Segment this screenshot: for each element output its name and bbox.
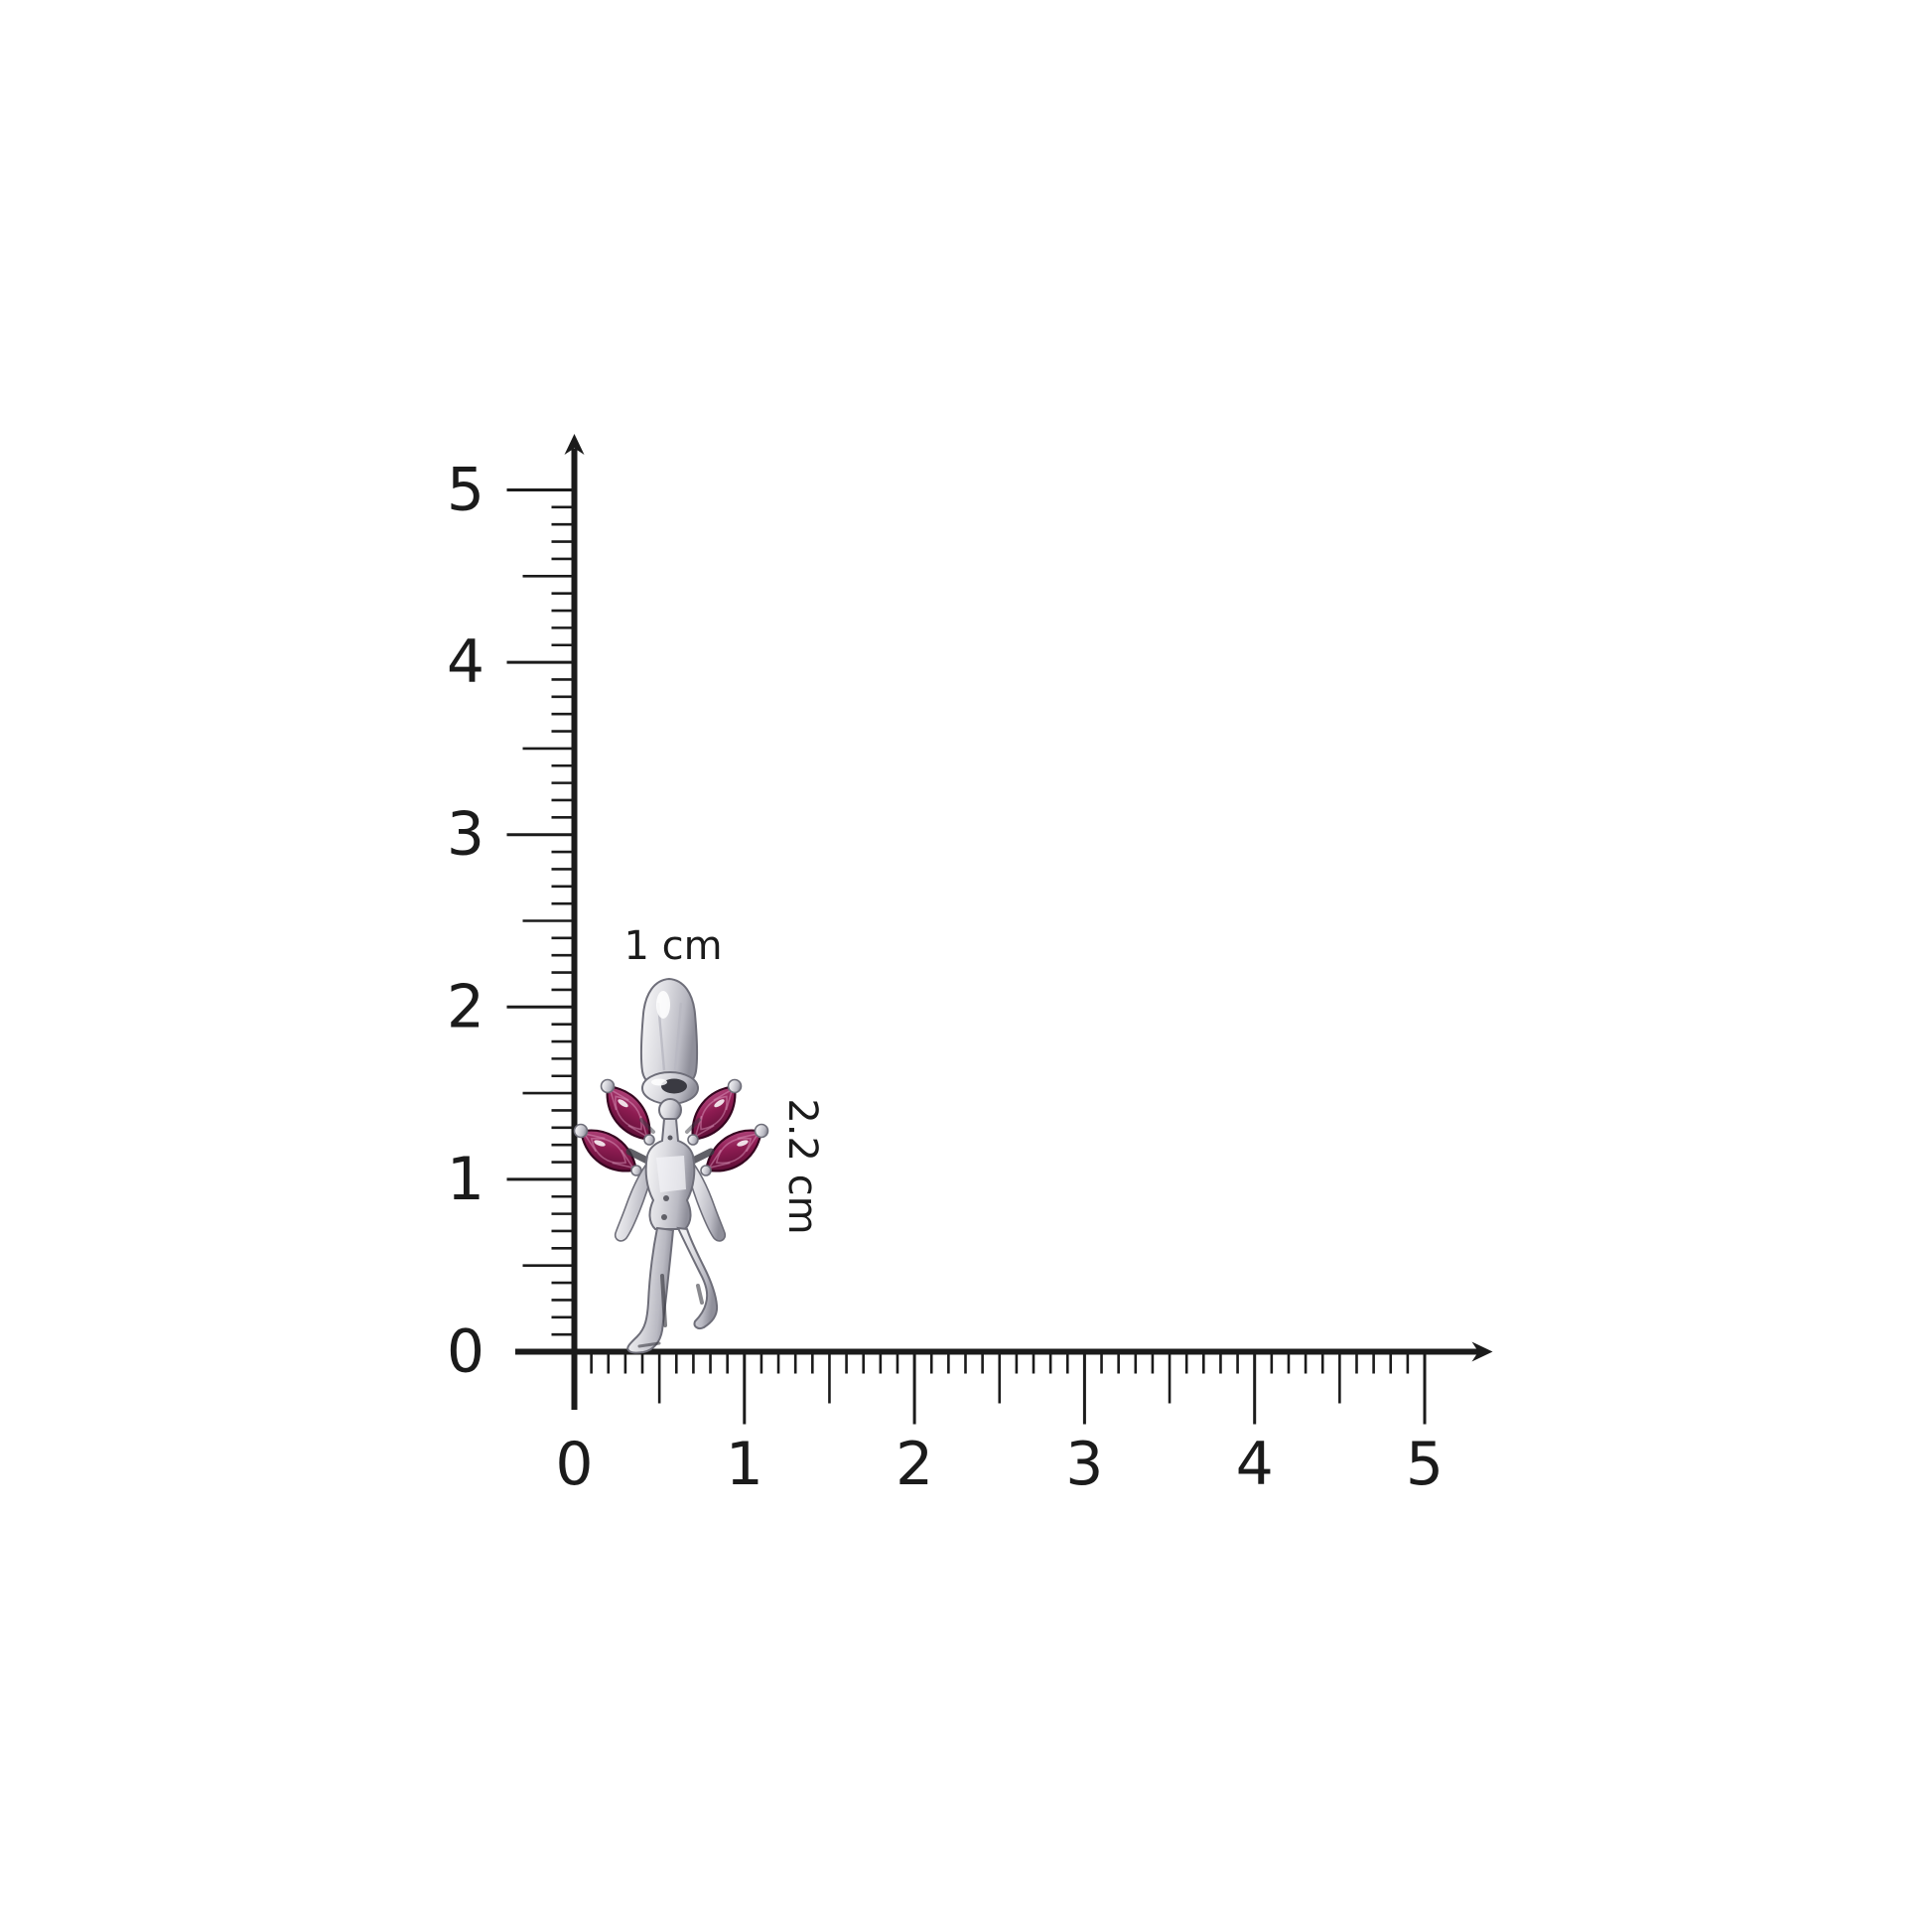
- x-axis: 0 1 2 3 4 5: [515, 1341, 1493, 1499]
- y-axis-label: 5: [447, 456, 484, 525]
- y-axis-label: 0: [447, 1317, 484, 1387]
- x-axis-label: 0: [555, 1430, 593, 1499]
- ruby-stone-lower-left: [571, 1118, 646, 1183]
- x-axis-label: 3: [1065, 1430, 1103, 1499]
- x-axis-label: 2: [896, 1430, 933, 1499]
- y-axis-ticks: [506, 488, 575, 1336]
- y-axis-label: 2: [447, 972, 484, 1041]
- fairy-torso: [644, 1118, 696, 1230]
- x-axis-labels: 0 1 2 3 4 5: [555, 1430, 1444, 1499]
- y-axis-arrow-icon: [564, 434, 585, 455]
- prong-balls: [573, 1078, 769, 1176]
- x-axis-label: 4: [1236, 1430, 1274, 1499]
- y-axis-label: 3: [447, 800, 484, 870]
- width-dimension-label: 1 cm: [623, 923, 722, 969]
- y-axis-labels: 0 1 2 3 4 5: [447, 456, 484, 1387]
- y-axis-label: 4: [447, 627, 484, 697]
- x-axis-label: 1: [726, 1430, 763, 1499]
- fairy-left-leg: [626, 1226, 675, 1354]
- fairy-right-leg: [676, 1226, 719, 1330]
- fairy-pendant-image: [571, 977, 771, 1354]
- ruby-stone-upper-left: [595, 1075, 662, 1151]
- x-axis-arrow-icon: [1471, 1341, 1493, 1362]
- x-axis-ticks: [590, 1351, 1427, 1425]
- height-dimension-label: 2.2 cm: [779, 1098, 825, 1234]
- ruby-stone-upper-right: [680, 1075, 748, 1151]
- x-axis-label: 5: [1406, 1430, 1444, 1499]
- y-axis-label: 1: [447, 1145, 484, 1214]
- fairy-head: [658, 1098, 682, 1122]
- bail-collar-ring: [641, 1071, 699, 1105]
- ruby-stone-lower-right: [696, 1118, 771, 1183]
- y-axis: 0 1 2 3 4 5: [447, 434, 585, 1410]
